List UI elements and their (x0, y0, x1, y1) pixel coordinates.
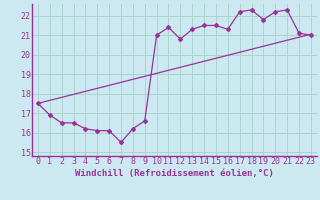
X-axis label: Windchill (Refroidissement éolien,°C): Windchill (Refroidissement éolien,°C) (75, 169, 274, 178)
